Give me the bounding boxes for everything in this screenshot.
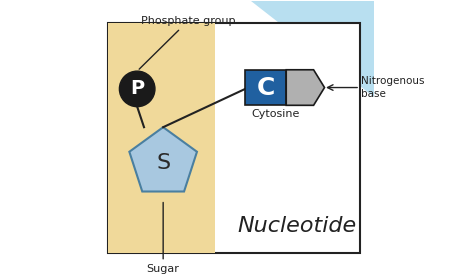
Text: Sugar: Sugar <box>147 202 180 275</box>
Text: S: S <box>156 153 170 173</box>
Polygon shape <box>286 70 325 105</box>
Text: Nucleotide: Nucleotide <box>237 216 357 236</box>
Text: Phosphate group: Phosphate group <box>139 16 236 69</box>
Polygon shape <box>129 127 197 191</box>
Text: base: base <box>362 89 386 99</box>
Circle shape <box>119 71 155 107</box>
FancyBboxPatch shape <box>245 70 286 105</box>
Text: Cytosine: Cytosine <box>251 109 300 119</box>
FancyBboxPatch shape <box>109 23 215 253</box>
FancyBboxPatch shape <box>109 23 360 253</box>
Text: Nitrogenous: Nitrogenous <box>362 76 425 86</box>
Polygon shape <box>251 1 374 97</box>
Text: C: C <box>256 76 275 99</box>
Text: P: P <box>130 79 144 98</box>
